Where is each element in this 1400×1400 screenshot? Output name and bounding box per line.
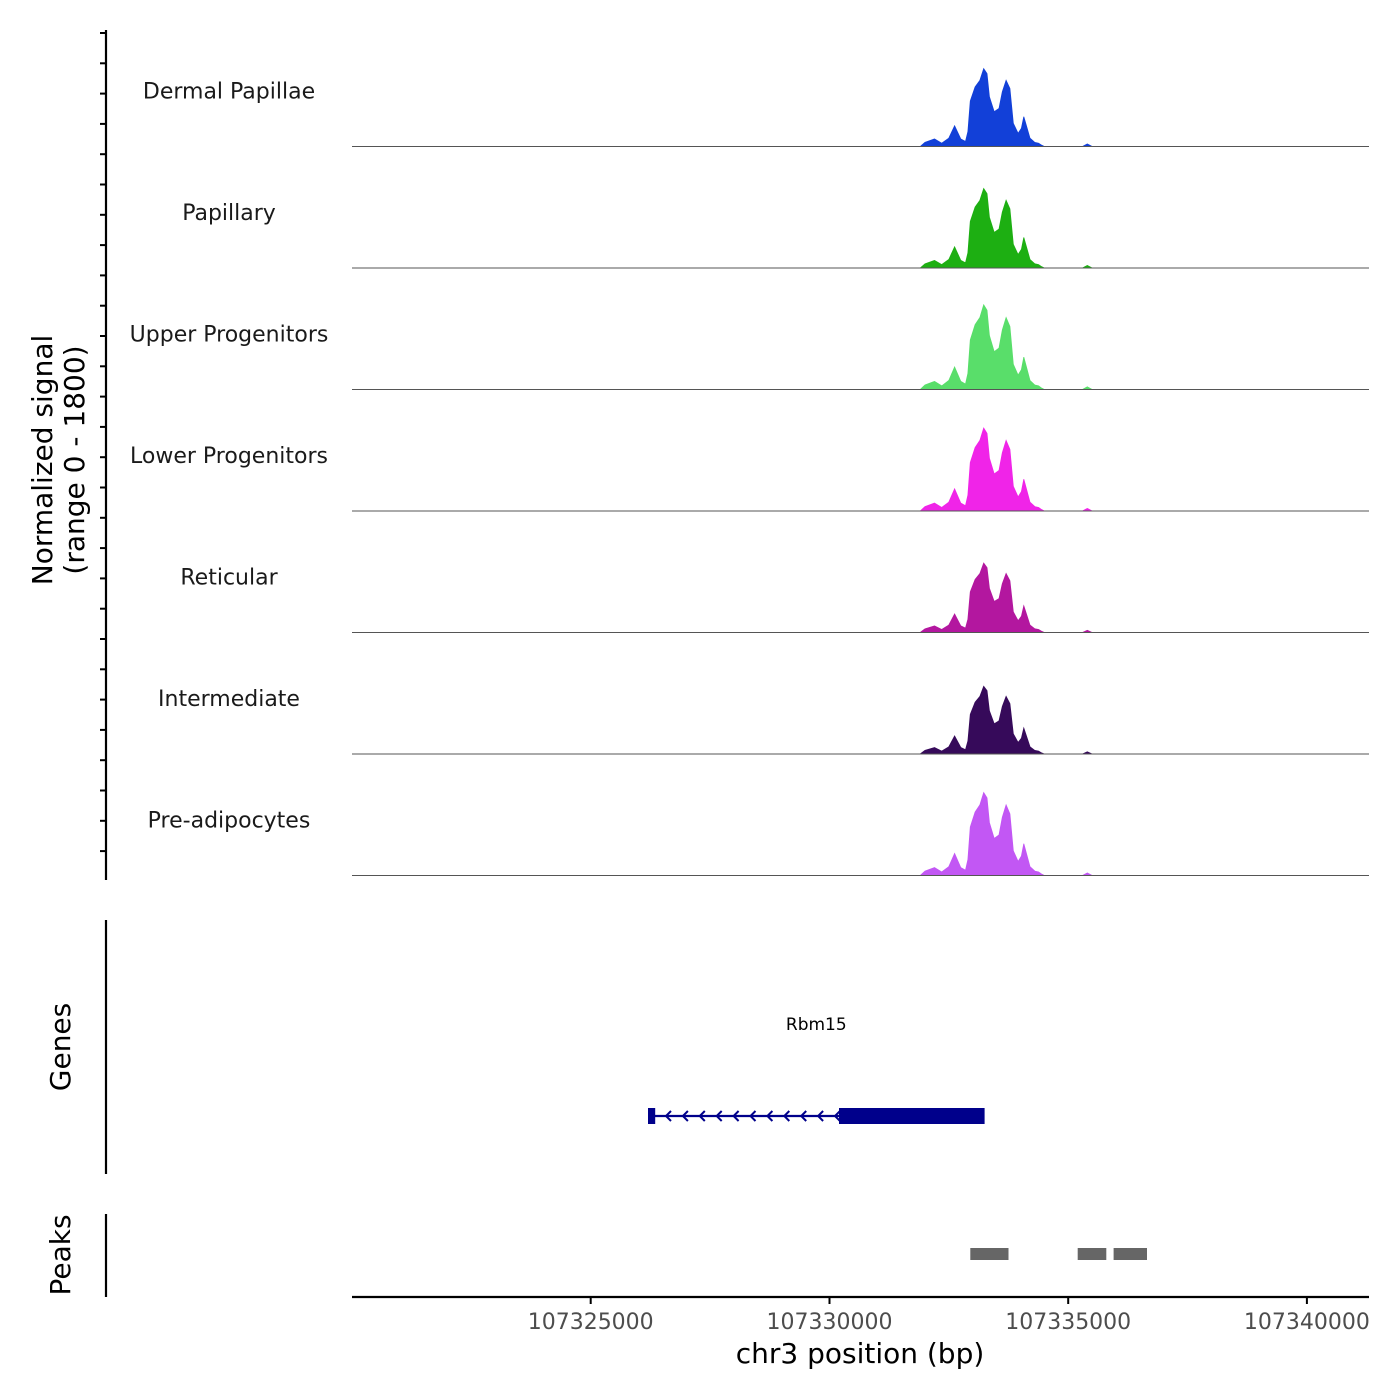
track-pre-adipocytes: Pre-adipocytes [148, 791, 1369, 876]
gene-annotations: Rbm15 [648, 1015, 985, 1124]
track-upper-progenitors: Upper Progenitors [130, 303, 1369, 390]
y-axis-title-line1: Normalized signal [26, 335, 59, 586]
coverage-y-axis-title: Normalized signal (range 0 - 1800) [26, 335, 91, 586]
strand-chevron [782, 1110, 791, 1122]
strand-chevron [765, 1110, 774, 1122]
track-label: Intermediate [158, 687, 300, 712]
track-label: Dermal Papillae [143, 80, 315, 105]
track-dermal-papillae: Dermal Papillae [143, 67, 1369, 147]
genes-track-title: Genes [44, 1003, 77, 1091]
gene-exon-block [648, 1108, 656, 1124]
signal-area [352, 685, 1369, 755]
strand-chevron [833, 1110, 841, 1122]
strand-chevron [749, 1110, 757, 1122]
track-label: Upper Progenitors [130, 323, 329, 348]
coverage-y-ticks [100, 32, 106, 853]
track-intermediate: Intermediate [158, 685, 1369, 755]
track-papillary: Papillary [182, 187, 1369, 269]
x-tick-label: 107325000 [528, 1310, 654, 1335]
signal-area [352, 791, 1369, 876]
signal-area [352, 187, 1369, 269]
coverage-tracks: Dermal Papillae Papillary Upper Progenitor… [130, 67, 1369, 876]
x-tick-label: 107330000 [767, 1310, 893, 1335]
track-label: Papillary [182, 201, 276, 226]
signal-area [352, 67, 1369, 147]
strand-chevron [681, 1110, 689, 1122]
signal-area [352, 562, 1369, 633]
strand-chevron [715, 1110, 723, 1122]
strand-chevron [732, 1110, 740, 1122]
strand-chevron [698, 1110, 706, 1122]
strand-chevron [664, 1110, 672, 1122]
x-tick-label: 107335000 [1005, 1310, 1131, 1335]
track-label: Reticular [180, 566, 278, 591]
x-tick-label: 107340000 [1244, 1310, 1370, 1335]
track-reticular: Reticular [180, 562, 1369, 633]
signal-area [352, 303, 1369, 390]
peak-region [970, 1248, 1009, 1260]
signal-area [352, 427, 1369, 512]
peak-regions [970, 1248, 1147, 1260]
x-axis-ticks: 107325000 107330000 107335000 107340000 [528, 1297, 1370, 1335]
peak-region [1113, 1248, 1147, 1260]
gene-name-label: Rbm15 [786, 1015, 847, 1035]
track-label: Lower Progenitors [130, 444, 328, 469]
gene-cds-block [839, 1108, 985, 1124]
gene-rbm15: Rbm15 [648, 1015, 985, 1124]
strand-chevron [816, 1110, 824, 1122]
y-axis-title-line2: (range 0 - 1800) [58, 345, 91, 574]
track-lower-progenitors: Lower Progenitors [130, 427, 1369, 512]
peaks-track-title: Peaks [44, 1214, 77, 1295]
strand-chevron [799, 1110, 807, 1122]
track-label: Pre-adipocytes [148, 809, 311, 834]
peak-region [1077, 1248, 1107, 1260]
x-axis-title: chr3 position (bp) [736, 1337, 985, 1370]
